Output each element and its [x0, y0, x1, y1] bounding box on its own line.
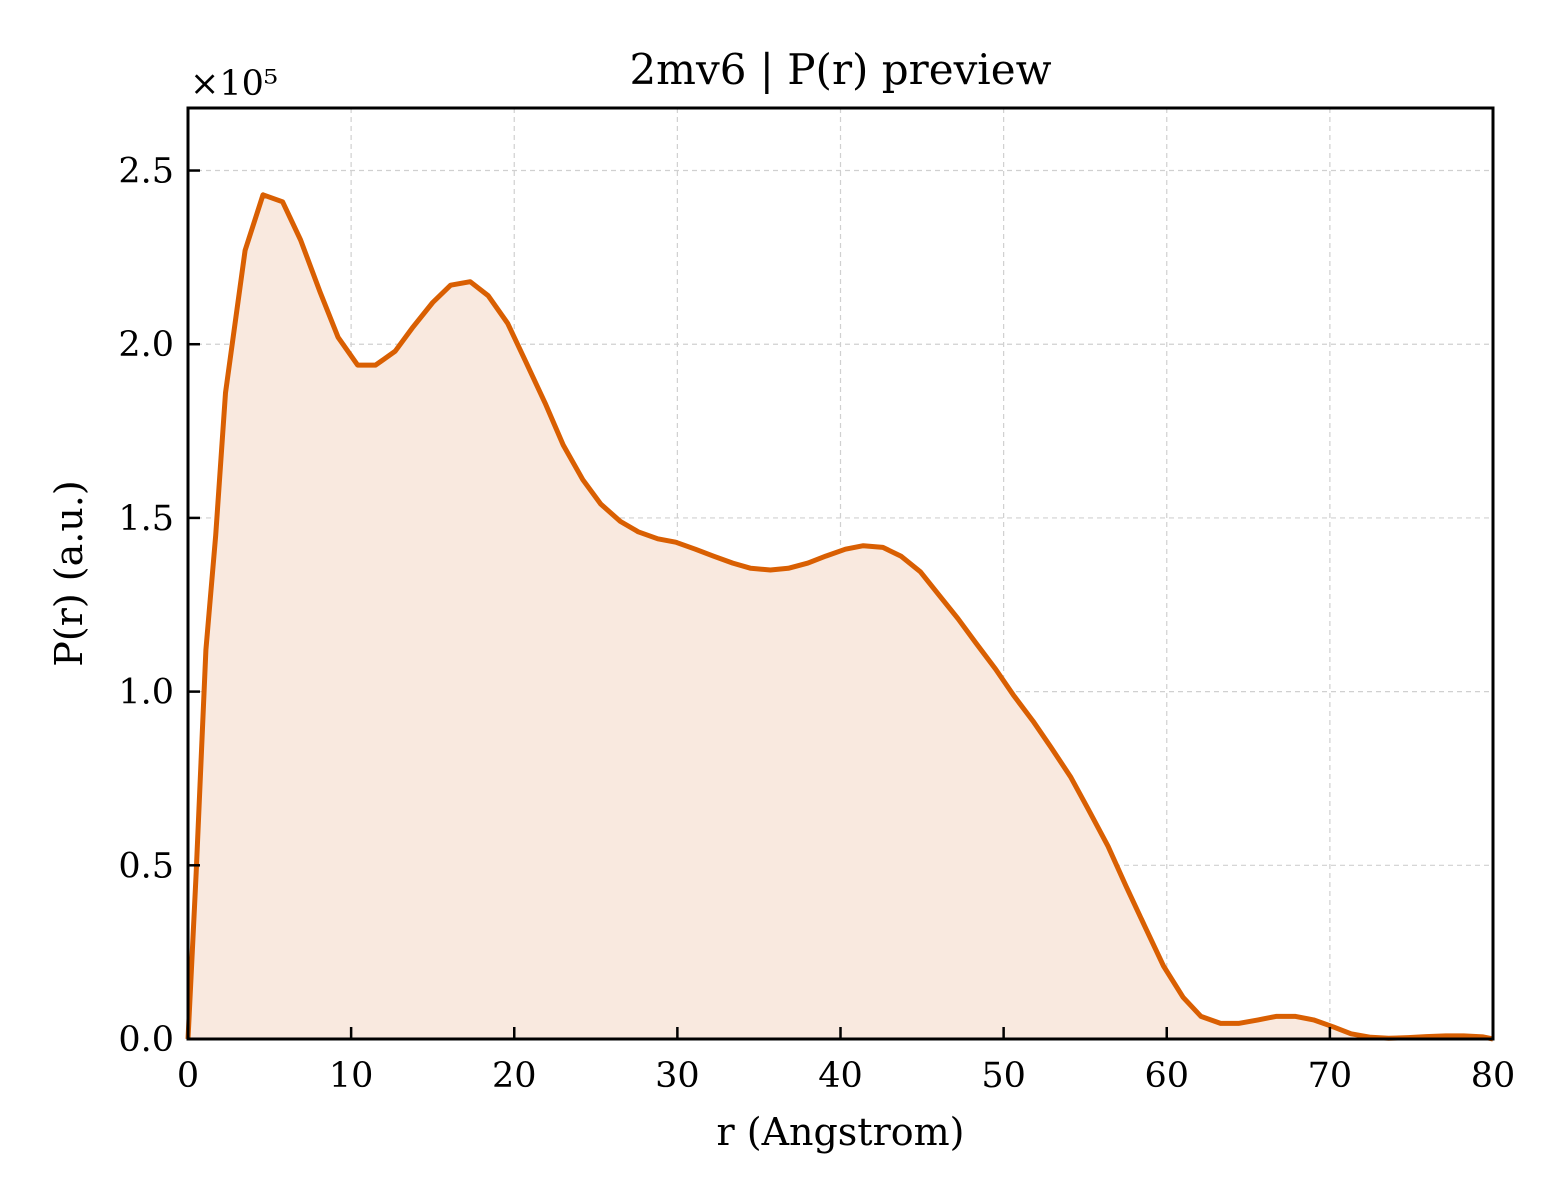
x-tick-label: 20	[492, 1056, 537, 1096]
x-tick-label: 80	[1471, 1056, 1516, 1096]
x-tick-label: 70	[1308, 1056, 1353, 1096]
x-tick-label: 50	[981, 1056, 1026, 1096]
y-tick-label: 2.5	[118, 152, 174, 192]
y-axis-multiplier: ×10⁵	[190, 64, 278, 104]
y-tick-label: 2.0	[118, 325, 174, 365]
x-tick-label: 60	[1144, 1056, 1189, 1096]
x-axis-label: r (Angstrom)	[717, 1110, 965, 1154]
x-tick-label: 0	[177, 1056, 199, 1096]
y-tick-label: 1.0	[118, 673, 174, 713]
x-tick-label: 30	[655, 1056, 700, 1096]
plot-frame	[186, 106, 1495, 1041]
x-tick-label: 10	[329, 1056, 374, 1096]
series-line	[185, 192, 1494, 1042]
axis-ticks: 0 10 20 30 40 50 60 70 80 0.0 0.5 1.0 1.5 2.0 2.5	[118, 152, 1515, 1096]
x-tick-label: 40	[818, 1056, 863, 1096]
area-fill	[188, 194, 1493, 1040]
chart-title: 2mv6 | P(r) preview	[629, 45, 1051, 94]
y-tick-label: 0.5	[118, 846, 174, 886]
y-axis-label: P(r) (a.u.)	[47, 480, 91, 666]
y-tick-label: 1.5	[118, 499, 174, 539]
y-tick-label: 0.0	[118, 1020, 174, 1060]
